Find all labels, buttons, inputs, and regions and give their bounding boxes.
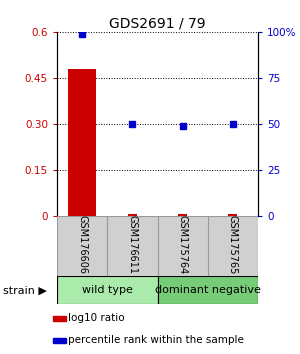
Text: dominant negative: dominant negative [155, 285, 261, 295]
Text: wild type: wild type [82, 285, 133, 295]
Text: percentile rank within the sample: percentile rank within the sample [68, 335, 244, 345]
Bar [128, 214, 137, 216]
Bar [68, 69, 96, 216]
Bar [53, 316, 66, 321]
Bar [57, 276, 158, 304]
Bar [178, 214, 187, 216]
Text: strain ▶: strain ▶ [3, 285, 47, 295]
Text: GSM175764: GSM175764 [178, 215, 188, 274]
Text: log10 ratio: log10 ratio [68, 313, 124, 323]
Title: GDS2691 / 79: GDS2691 / 79 [109, 17, 206, 31]
Bar [228, 214, 237, 216]
Bar [53, 338, 66, 343]
Text: GSM176611: GSM176611 [128, 215, 137, 274]
Bar [158, 276, 258, 304]
Text: GSM175765: GSM175765 [228, 215, 238, 274]
Text: GSM176606: GSM176606 [77, 215, 87, 274]
